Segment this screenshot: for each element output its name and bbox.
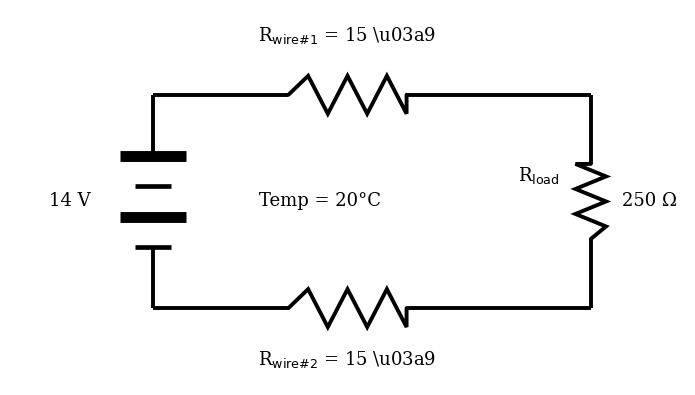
Text: R$_{\rm wire\#2}$ = 15 \u03a9: R$_{\rm wire\#2}$ = 15 \u03a9 (259, 349, 436, 370)
Text: R$_{\rm load}$: R$_{\rm load}$ (518, 165, 559, 186)
Text: 250 Ω: 250 Ω (622, 192, 678, 211)
Text: 14 V: 14 V (49, 192, 90, 211)
Text: Temp = 20°C: Temp = 20°C (259, 192, 381, 211)
Text: R$_{\rm wire\#1}$ = 15 \u03a9: R$_{\rm wire\#1}$ = 15 \u03a9 (259, 25, 436, 46)
